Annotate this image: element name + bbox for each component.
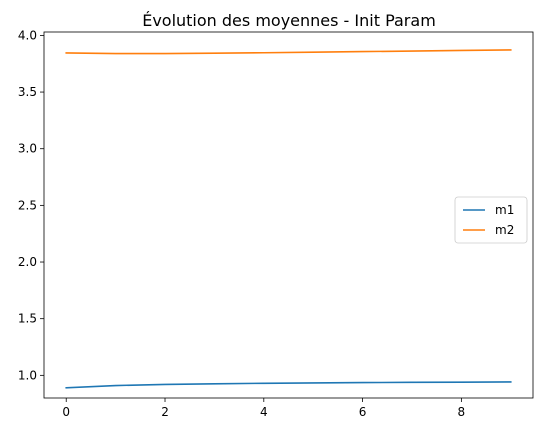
legend-box bbox=[455, 197, 527, 243]
y-tick-label: 1.5 bbox=[18, 312, 37, 326]
series-layer bbox=[66, 50, 511, 388]
x-tick-label: 0 bbox=[62, 405, 70, 419]
legend-label-m1: m1 bbox=[495, 203, 514, 217]
x-tick-label: 6 bbox=[359, 405, 367, 419]
y-tick-label: 3.0 bbox=[18, 142, 37, 156]
x-tick-label: 8 bbox=[458, 405, 466, 419]
y-tick-label: 2.0 bbox=[18, 255, 37, 269]
x-axis: 0 2 4 6 8 bbox=[62, 398, 465, 419]
chart-title: Évolution des moyennes - Init Param bbox=[142, 11, 436, 30]
series-line-m1 bbox=[66, 382, 511, 388]
x-tick-label: 4 bbox=[260, 405, 268, 419]
y-tick-label: 2.5 bbox=[18, 198, 37, 212]
x-tick-label: 2 bbox=[161, 405, 169, 419]
legend-label-m2: m2 bbox=[495, 223, 514, 237]
y-tick-label: 3.5 bbox=[18, 85, 37, 99]
series-line-m2 bbox=[66, 50, 511, 54]
y-axis: 1.0 1.5 2.0 2.5 3.0 3.5 4.0 bbox=[18, 28, 44, 382]
y-tick-label: 4.0 bbox=[18, 28, 37, 42]
y-tick-label: 1.0 bbox=[18, 368, 37, 382]
